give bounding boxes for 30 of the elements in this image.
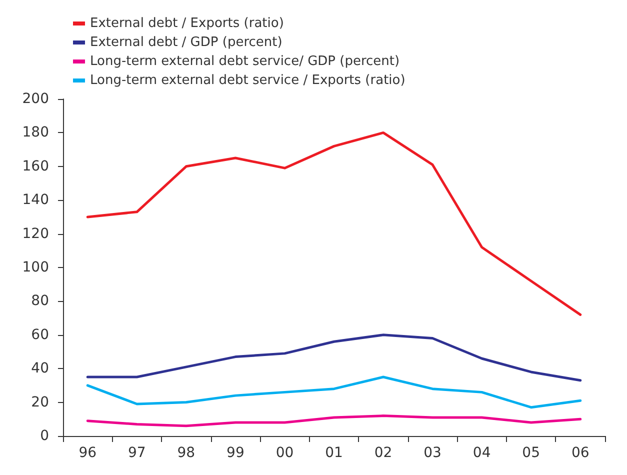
x-tick-label: 02 <box>374 445 392 461</box>
x-tick-label: 03 <box>424 445 442 461</box>
y-tick-label: 20 <box>31 394 49 410</box>
x-tick-label: 00 <box>276 445 294 461</box>
y-tick-label: 100 <box>22 260 49 276</box>
legend-label: External debt / Exports (ratio) <box>90 16 284 31</box>
x-tick-label: 06 <box>571 445 590 461</box>
y-tick-label: 180 <box>22 124 49 141</box>
x-tick-label: 99 <box>226 445 244 461</box>
x-tick-label: 01 <box>325 445 343 461</box>
line-series <box>86 334 582 382</box>
legend-label: Long-term external debt service / Exports (ratio) <box>90 73 406 88</box>
y-tick-label: 160 <box>22 158 49 174</box>
x-tick-label: 05 <box>522 445 540 461</box>
y-tick-label: 120 <box>22 226 49 242</box>
y-tick-label: 60 <box>31 326 49 343</box>
y-tick-label: 200 <box>22 91 49 107</box>
line-series <box>86 376 582 409</box>
legend-label: External debt / GDP (percent) <box>90 35 282 50</box>
x-tick-label: 04 <box>472 445 491 461</box>
line-series <box>86 131 582 316</box>
y-tick-label: 140 <box>22 192 49 208</box>
x-tick-label: 98 <box>177 445 196 461</box>
x-tick-label: 96 <box>78 445 97 461</box>
x-tick-label: 97 <box>128 445 146 461</box>
y-tick-label: 80 <box>31 293 49 310</box>
y-tick-label: 0 <box>40 428 49 444</box>
y-tick-label: 40 <box>31 360 49 377</box>
legend-label: Long-term external debt service/ GDP (percent) <box>90 54 400 69</box>
line-series <box>86 414 582 428</box>
